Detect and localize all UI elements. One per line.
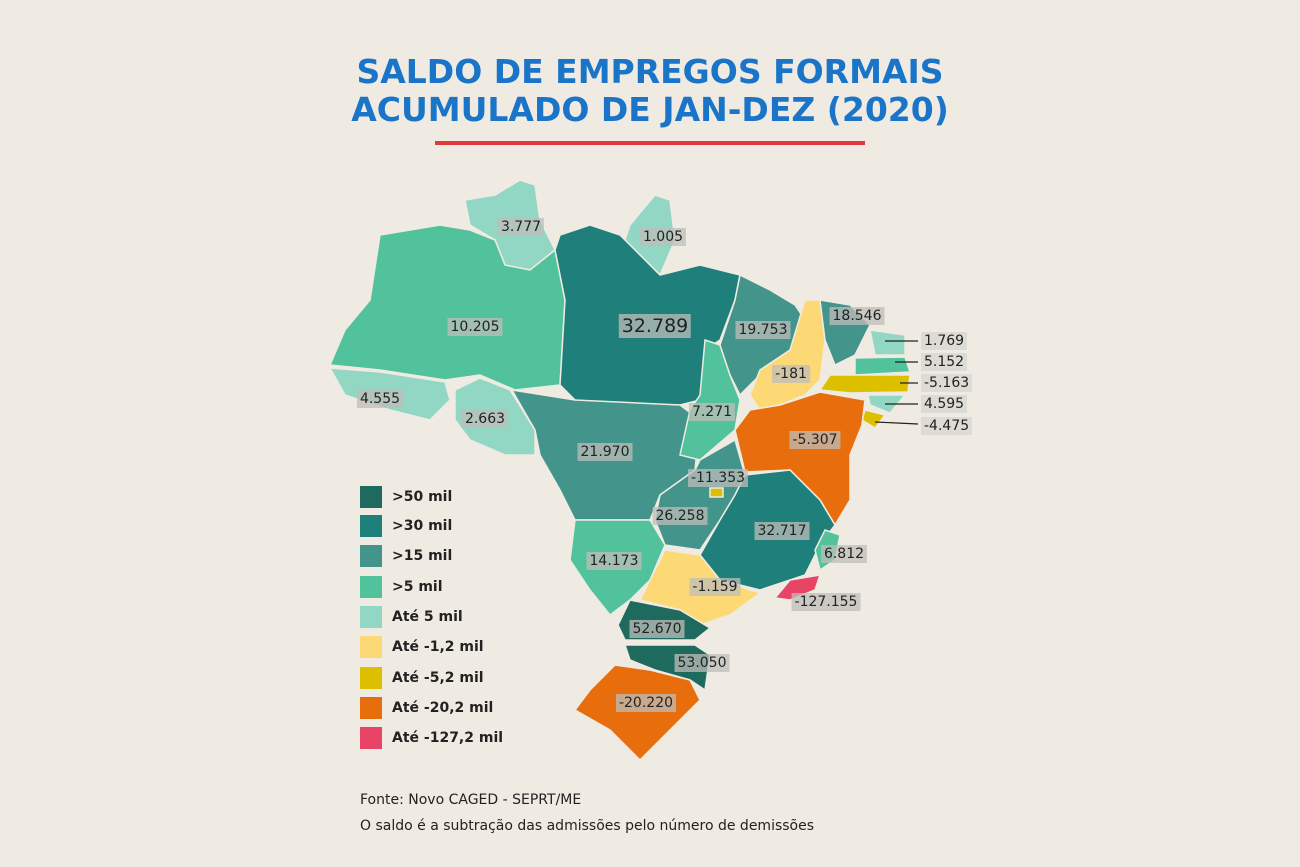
legend-swatch bbox=[360, 515, 382, 537]
map-label: 32.789 bbox=[618, 314, 692, 338]
legend-swatch bbox=[360, 606, 382, 628]
map-label: -181 bbox=[772, 365, 810, 383]
legend-swatch bbox=[360, 486, 382, 508]
map-label: 1.005 bbox=[639, 228, 687, 246]
legend-label: >5 mil bbox=[392, 579, 443, 595]
state bbox=[861, 409, 887, 429]
map-label: -127.155 bbox=[791, 593, 861, 611]
state bbox=[818, 374, 911, 394]
legend-label: Até -127,2 mil bbox=[392, 730, 504, 746]
map-label: 7.271 bbox=[688, 403, 736, 421]
state bbox=[854, 356, 912, 376]
map-label: -4.475 bbox=[921, 417, 973, 435]
map-label: 5.152 bbox=[921, 353, 968, 371]
map-label: -5.307 bbox=[789, 431, 841, 449]
map-label: 19.753 bbox=[735, 321, 791, 339]
map-label: 32.717 bbox=[754, 522, 810, 540]
map-label: 21.970 bbox=[577, 443, 633, 461]
map-label: 14.173 bbox=[586, 552, 642, 570]
legend-swatch bbox=[360, 636, 382, 658]
map-label: -1.159 bbox=[689, 578, 741, 596]
state bbox=[869, 329, 906, 356]
footnote: O saldo é a subtração das admissões pelo… bbox=[360, 818, 815, 834]
legend-label: >15 mil bbox=[392, 548, 453, 564]
legend-label: Até -20,2 mil bbox=[392, 700, 494, 716]
legend-label: Até -5,2 mil bbox=[392, 670, 484, 686]
legend-label: Até 5 mil bbox=[392, 609, 463, 625]
map-label: 4.555 bbox=[356, 390, 404, 408]
map-label: 3.777 bbox=[497, 218, 545, 236]
map-label: 4.595 bbox=[921, 395, 968, 413]
map-label: 18.546 bbox=[829, 307, 885, 325]
legend-label: >50 mil bbox=[392, 489, 453, 505]
legend-swatch bbox=[360, 545, 382, 567]
map-label: 2.663 bbox=[461, 410, 509, 428]
state bbox=[573, 664, 701, 762]
legend-swatch bbox=[360, 667, 382, 689]
legend-swatch bbox=[360, 576, 382, 598]
map-label: 1.769 bbox=[921, 332, 968, 350]
map-label: 6.812 bbox=[820, 545, 868, 563]
map-label: -11.353 bbox=[687, 469, 749, 487]
map-label: -5.163 bbox=[921, 374, 973, 392]
title: SALDO DE EMPREGOS FORMAIS bbox=[356, 52, 944, 91]
legend-swatch bbox=[360, 727, 382, 749]
map-label: 26.258 bbox=[652, 507, 708, 525]
source-note: Fonte: Novo CAGED - SEPRT/ME bbox=[360, 792, 582, 808]
map-label: 53.050 bbox=[674, 654, 730, 672]
leader-lines bbox=[874, 340, 919, 425]
legend-label: >30 mil bbox=[392, 518, 453, 534]
map-label: 10.205 bbox=[447, 318, 503, 336]
map-label: 52.670 bbox=[629, 620, 685, 638]
legend-label: Até -1,2 mil bbox=[392, 639, 484, 655]
legend-swatch bbox=[360, 697, 382, 719]
leader-line bbox=[874, 421, 919, 425]
map-label: -20.220 bbox=[615, 694, 677, 712]
title: ACUMULADO DE JAN-DEZ (2020) bbox=[351, 90, 949, 129]
state bbox=[709, 487, 724, 498]
